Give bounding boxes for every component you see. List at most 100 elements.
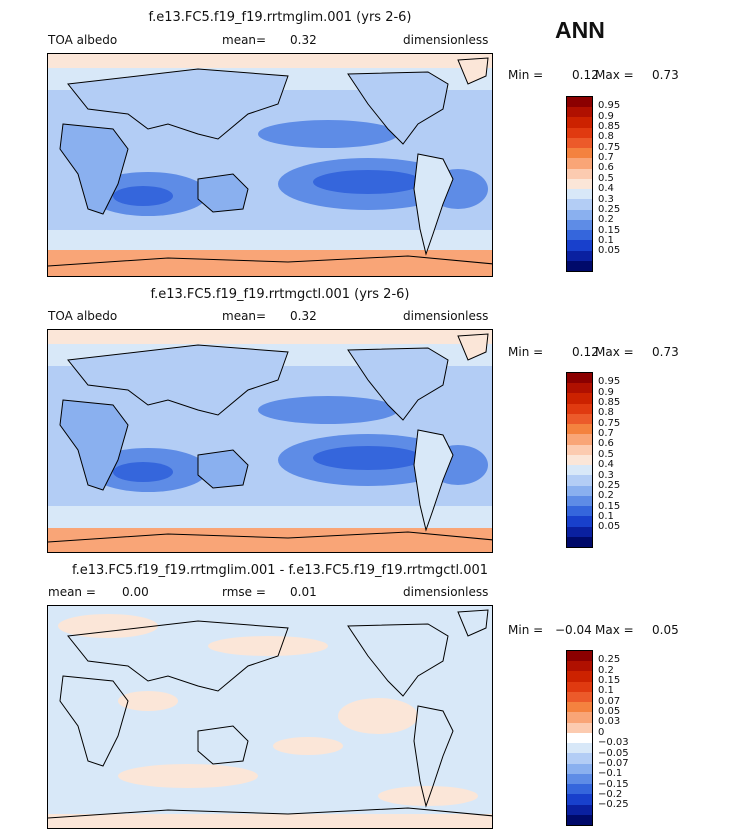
panel-1-min-label: Min = (508, 68, 544, 82)
colorbar-tick-label: 0.25 (598, 654, 621, 666)
colorbar-swatch (567, 383, 592, 394)
eurasia (67, 344, 289, 416)
panel-3-rmse-value: 0.01 (290, 585, 317, 599)
diff-patch (58, 614, 158, 638)
colorbar-tick-label: 0.85 (598, 121, 621, 133)
south-america (413, 705, 454, 808)
colorbar-tick-label: 0.5 (598, 172, 614, 184)
colorbar-swatch (567, 691, 592, 703)
panel-3-max-label: Max = (595, 623, 634, 637)
colorbar-tick-label: 0.95 (598, 376, 621, 388)
colorbar-tick-label: −0.2 (598, 788, 623, 800)
diff-patch (338, 698, 418, 734)
colorbar-swatch (567, 454, 592, 466)
antarctica (48, 255, 492, 267)
panel-2-map (47, 329, 493, 553)
north-america (347, 71, 449, 145)
diff-patch (118, 691, 178, 711)
colorbar-tick-label: −0.05 (598, 747, 629, 759)
africa (59, 675, 129, 767)
colorbar-swatch (567, 712, 592, 723)
diff-south-band (48, 814, 492, 828)
colorbar-tick-label: 0.05 (598, 521, 621, 533)
panel-2-min-label: Min = (508, 345, 544, 359)
colorbar-swatch (567, 219, 592, 231)
panel-1-mean-label: mean= (222, 33, 267, 47)
panel-3-mean-label: mean = (48, 585, 96, 599)
antarctica (48, 807, 492, 819)
indian-core (113, 186, 173, 206)
south-polar-band (48, 250, 492, 276)
colorbar-swatch (567, 413, 592, 425)
panel-1-mean-value: 0.32 (290, 33, 317, 47)
colorbar-swatch (567, 465, 592, 476)
panel-2-min-value: 0.12 (572, 345, 599, 359)
colorbar-tick-label: 0.15 (598, 675, 621, 687)
panel-2-max-label: Max = (595, 345, 634, 359)
panel-3-max-value: 0.05 (652, 623, 679, 637)
panel-1-title: f.e13.FC5.f19_f19.rrtmglim.001 (yrs 2-6) (148, 10, 412, 25)
colorbar-tick-label: 0.1 (598, 234, 614, 246)
colorbar-swatch (567, 784, 592, 795)
colorbar-tick-label: 0.3 (598, 469, 614, 481)
colorbar-tick-label: 0.5 (598, 448, 614, 460)
s-pacific-core (313, 446, 423, 470)
colorbar-swatch (567, 495, 592, 507)
eurasia (67, 68, 289, 140)
panel-3-mean-value: 0.00 (122, 585, 149, 599)
colorbar-swatch (567, 97, 592, 108)
colorbar-tick-label: 0.7 (598, 152, 614, 164)
colorbar-swatch (567, 240, 592, 251)
panel-3-rmse-label: rmse = (222, 585, 266, 599)
panel-2-max-value: 0.73 (652, 345, 679, 359)
colorbar-swatch (567, 373, 592, 384)
colorbar-swatch (567, 722, 592, 733)
colorbar-swatch (567, 651, 592, 662)
panel-2-field-label: TOA albedo (48, 309, 118, 323)
colorbar-swatch (567, 199, 592, 210)
diff-patch (208, 636, 328, 656)
colorbar-swatch (567, 158, 592, 169)
colorbar-swatch (567, 773, 592, 785)
africa (59, 399, 129, 491)
greenland (457, 609, 489, 637)
colorbar-swatch (567, 117, 592, 128)
australia (197, 725, 249, 765)
diff-patch (378, 786, 478, 806)
north-america (347, 347, 449, 421)
panel-1-max-label: Max = (595, 68, 634, 82)
panel-3-min-label: Min = (508, 623, 544, 637)
diff-patch (118, 764, 258, 788)
colorbar-tick-label: −0.1 (598, 768, 623, 780)
colorbar-tick-label: 0.75 (598, 141, 621, 153)
north-america (347, 623, 449, 697)
colorbar-tick-label: 0.1 (598, 685, 614, 697)
colorbar-swatch (567, 168, 592, 179)
colorbar-swatch (567, 403, 592, 414)
colorbar-tick-label: 0.9 (598, 110, 614, 122)
panel-3-map (47, 605, 493, 829)
colorbar-tick-label: 0.2 (598, 214, 614, 226)
colorbar-tick-label: −0.07 (598, 757, 629, 769)
colorbar-swatch (567, 814, 592, 825)
panel-2-colorbar (566, 372, 593, 548)
south-america (413, 153, 454, 256)
australia (197, 449, 249, 489)
panel-3-title: f.e13.FC5.f19_f19.rrtmglim.001 - f.e13.F… (71, 563, 489, 578)
colorbar-tick-label: 0.15 (598, 500, 621, 512)
colorbar-tick-label: 0.6 (598, 162, 614, 174)
australia (197, 173, 249, 213)
colorbar-swatch (567, 230, 592, 241)
colorbar-swatch (567, 148, 592, 159)
colorbar-swatch (567, 424, 592, 435)
colorbar-swatch (567, 671, 592, 682)
n-pacific-low (258, 396, 398, 424)
colorbar-tick-label: 0.6 (598, 438, 614, 450)
colorbar-swatch (567, 681, 592, 692)
colorbar-swatch (567, 763, 592, 774)
colorbar-tick-label: 0.05 (598, 245, 621, 257)
colorbar-swatch (567, 260, 592, 271)
greenland (457, 333, 489, 361)
panel-3-colorbar (566, 650, 593, 826)
colorbar-swatch (567, 743, 592, 754)
